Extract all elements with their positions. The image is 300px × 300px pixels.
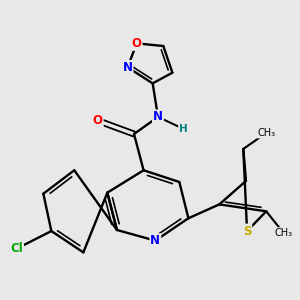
Text: S: S: [243, 225, 251, 238]
Text: CH₃: CH₃: [274, 228, 292, 238]
Text: Cl: Cl: [10, 242, 23, 255]
Text: CH₃: CH₃: [257, 128, 275, 138]
Text: O: O: [93, 114, 103, 127]
Text: N: N: [153, 110, 163, 123]
Text: H: H: [179, 124, 188, 134]
Text: O: O: [132, 37, 142, 50]
Text: N: N: [123, 61, 133, 74]
Text: N: N: [150, 234, 160, 247]
